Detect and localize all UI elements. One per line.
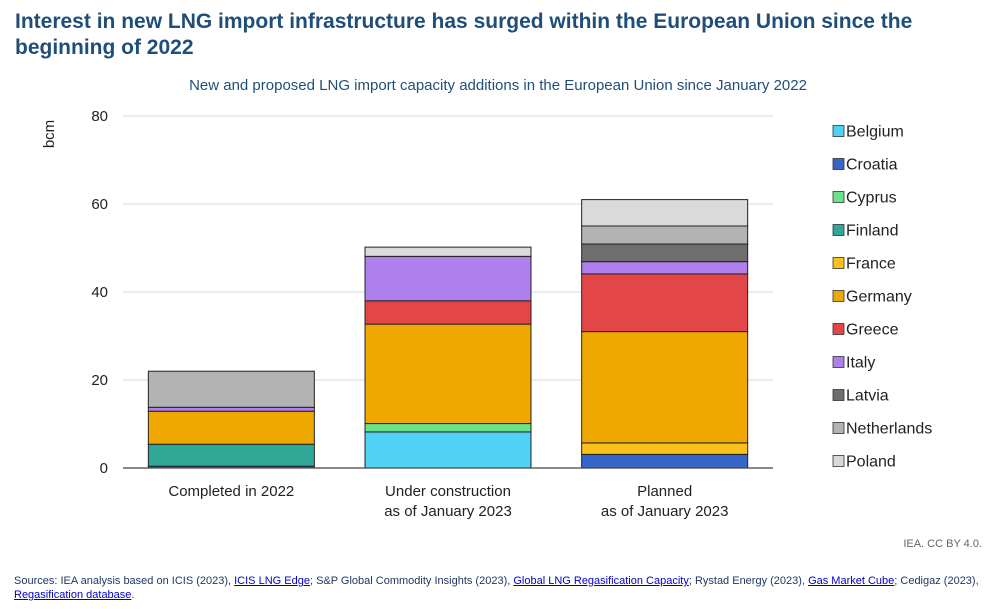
bar-segment-latvia — [581, 243, 749, 263]
legend-label: Belgium — [846, 124, 904, 141]
bar-segment-greece — [581, 273, 749, 333]
legend-label: Poland — [846, 454, 896, 471]
stacked-bar-chart: 0 20 40 60 80 bcm Completed in 2022 Under const… — [41, 108, 932, 520]
legend-swatch-netherlands — [832, 422, 845, 434]
bar-segment-netherlands — [147, 370, 315, 408]
legend-swatch-belgium — [832, 125, 845, 137]
legend-label: Germany — [846, 289, 912, 306]
legend-swatch-croatia — [832, 158, 845, 170]
source-text: . — [131, 589, 135, 601]
source-text: Sources: IEA analysis based on ICIS (202… — [14, 575, 235, 587]
legend-label: Netherlands — [846, 421, 932, 438]
bar-segment-germany — [581, 331, 749, 444]
bar-segment-belgium — [364, 431, 532, 469]
legend-swatch-finland — [832, 224, 845, 236]
bar-segment-greece — [364, 300, 532, 325]
source-link[interactable]: ICIS LNG Edge — [234, 575, 310, 587]
y-tick-label: 40 — [91, 284, 108, 301]
x-tick-label: Under construction — [385, 483, 511, 500]
y-tick-label: 80 — [91, 108, 108, 125]
legend-label: France — [846, 256, 896, 273]
legend-swatch-poland — [832, 455, 845, 467]
bar-segment-italy — [581, 261, 749, 275]
legend-label: Croatia — [846, 157, 898, 174]
legend-label: Italy — [846, 355, 875, 372]
source-link[interactable]: Regasification database — [14, 589, 132, 601]
legend-swatch-germany — [832, 290, 845, 302]
x-tick-label: as of January 2023 — [384, 503, 512, 520]
bar-segment-poland — [581, 199, 749, 227]
bar-segment-germany — [364, 323, 532, 425]
source-text: ; Rystad Energy (2023), — [688, 575, 809, 587]
license-credit: IEA. CC BY 4.0. — [903, 538, 982, 550]
x-tick-label: Completed in 2022 — [168, 483, 294, 500]
source-link[interactable]: Gas Market Cube — [808, 575, 895, 587]
bar-segment-finland — [147, 443, 315, 467]
y-tick-label: 0 — [100, 460, 108, 477]
x-tick-label: Planned — [637, 483, 692, 500]
bar-segment-croatia — [581, 453, 749, 469]
legend-swatch-cyprus — [832, 191, 845, 203]
bar-segment-poland — [364, 246, 532, 257]
legend-swatch-greece — [832, 323, 845, 335]
legend-label: Finland — [846, 223, 898, 240]
x-tick-label: as of January 2023 — [601, 503, 729, 520]
bar-segment-netherlands — [581, 225, 749, 245]
bar-segment-germany — [147, 410, 315, 445]
y-tick-label: 60 — [91, 196, 108, 213]
y-tick-label: 20 — [91, 372, 108, 389]
chart-subtitle: New and proposed LNG import capacity add… — [189, 77, 807, 94]
source-link[interactable]: Global LNG Regasification Capacity — [513, 575, 689, 587]
sources-note: Sources: IEA analysis based on ICIS (202… — [14, 574, 984, 602]
source-text: ; S&P Global Commodity Insights (2023), — [309, 575, 514, 587]
bar-segment-italy — [147, 406, 315, 412]
bar-segment-italy — [364, 255, 532, 302]
y-axis-label: bcm — [41, 120, 58, 148]
legend-label: Cyprus — [846, 190, 897, 207]
legend-label: Latvia — [846, 388, 889, 405]
legend-swatch-italy — [832, 356, 845, 368]
legend-swatch-france — [832, 257, 845, 269]
bar-segment-cyprus — [364, 423, 532, 433]
page-title: Interest in new LNG import infrastructur… — [15, 10, 913, 59]
bar-segment-france — [581, 442, 749, 455]
legend-label: Greece — [846, 322, 899, 339]
legend-swatch-latvia — [832, 389, 845, 401]
source-text: ; Cedigaz (2023), — [894, 575, 979, 587]
